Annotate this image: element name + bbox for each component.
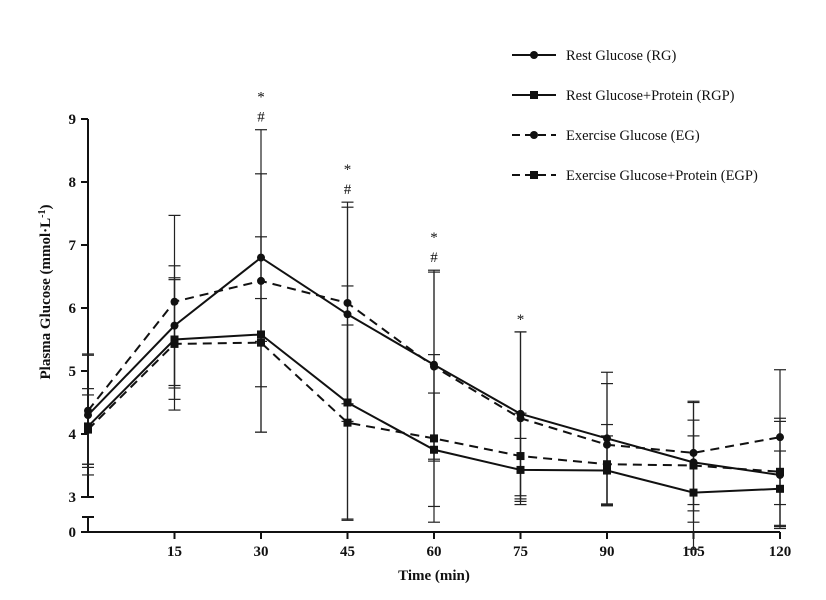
y-tick-label-zero: 0 xyxy=(69,525,77,541)
x-axis-title: Time (min) xyxy=(398,568,470,584)
y-tick-label: 5 xyxy=(69,364,77,380)
significance-mark: # xyxy=(344,182,352,198)
legend-marker-2 xyxy=(530,91,538,99)
x-tick-label: 90 xyxy=(600,544,615,560)
x-tick-label: 15 xyxy=(167,544,182,560)
x-tick-label: 30 xyxy=(254,544,269,560)
data-point xyxy=(776,433,784,442)
y-axis-title-sup: -1 xyxy=(37,210,48,218)
data-point xyxy=(603,466,611,475)
data-point xyxy=(430,445,438,454)
significance-mark: * xyxy=(430,230,438,246)
data-point xyxy=(343,418,352,427)
annotations-layer: * # * # * # * xyxy=(257,90,524,328)
data-point xyxy=(257,330,265,339)
data-point xyxy=(430,434,438,443)
significance-mark: # xyxy=(257,110,265,126)
data-point xyxy=(257,253,265,262)
data-point xyxy=(343,298,352,307)
y-tick-label: 8 xyxy=(69,175,77,191)
axis-titles: Time (min) Plasma Glucose (mmol·L-1) xyxy=(37,205,470,585)
data-point xyxy=(170,321,179,330)
data-point xyxy=(516,414,525,423)
legend-label-1: Rest Glucose (RG) xyxy=(566,48,677,64)
significance-mark: * xyxy=(257,90,265,106)
significance-mark: * xyxy=(344,162,352,178)
data-point xyxy=(776,484,784,493)
y-axis-title-close: ) xyxy=(38,205,54,210)
data-point xyxy=(170,297,179,306)
legend-marker-1 xyxy=(530,51,538,59)
y-axis-title-main: Plasma Glucose (mmol·L xyxy=(38,218,54,380)
y-tick-label: 6 xyxy=(69,301,77,317)
x-tick-label: 75 xyxy=(513,544,528,560)
series-line-4 xyxy=(87,341,781,473)
data-point xyxy=(84,425,92,434)
data-point xyxy=(170,335,179,344)
legend-label-2: Rest Glucose+Protein (RGP) xyxy=(566,88,735,104)
data-point xyxy=(516,465,525,474)
x-tick-label: 45 xyxy=(340,544,355,560)
data-point xyxy=(603,460,611,469)
x-tick-label: 120 xyxy=(769,544,792,560)
legend-label-3: Exercise Glucose (EG) xyxy=(566,128,700,144)
significance-mark: # xyxy=(430,250,438,266)
data-point xyxy=(603,434,611,443)
x-tick-label: 60 xyxy=(427,544,442,560)
y-tick-label: 9 xyxy=(69,112,77,128)
legend-marker-4 xyxy=(530,171,538,179)
data-point xyxy=(343,398,352,407)
markers-layer xyxy=(84,253,784,497)
legend-marker-3 xyxy=(530,131,538,139)
data-point xyxy=(257,338,265,347)
data-point xyxy=(689,488,698,497)
data-point xyxy=(689,448,698,457)
data-point xyxy=(257,276,265,285)
y-tick-label: 3 xyxy=(69,490,77,506)
y-tick-label: 4 xyxy=(69,427,77,443)
legend: Rest Glucose (RG) Rest Glucose+Protein (R… xyxy=(512,48,758,184)
data-point xyxy=(776,467,784,476)
data-point xyxy=(343,310,352,319)
x-tick-label: 105 xyxy=(682,544,705,560)
significance-mark: * xyxy=(517,312,525,328)
y-tick-label: 7 xyxy=(69,238,77,254)
legend-label-4: Exercise Glucose+Protein (EGP) xyxy=(566,168,758,184)
data-point xyxy=(84,406,92,415)
data-point xyxy=(516,452,525,461)
data-point xyxy=(689,461,698,470)
y-axis-title: Plasma Glucose (mmol·L-1) xyxy=(37,205,55,380)
data-point xyxy=(603,440,611,449)
data-point xyxy=(170,339,179,348)
data-point xyxy=(430,362,438,371)
